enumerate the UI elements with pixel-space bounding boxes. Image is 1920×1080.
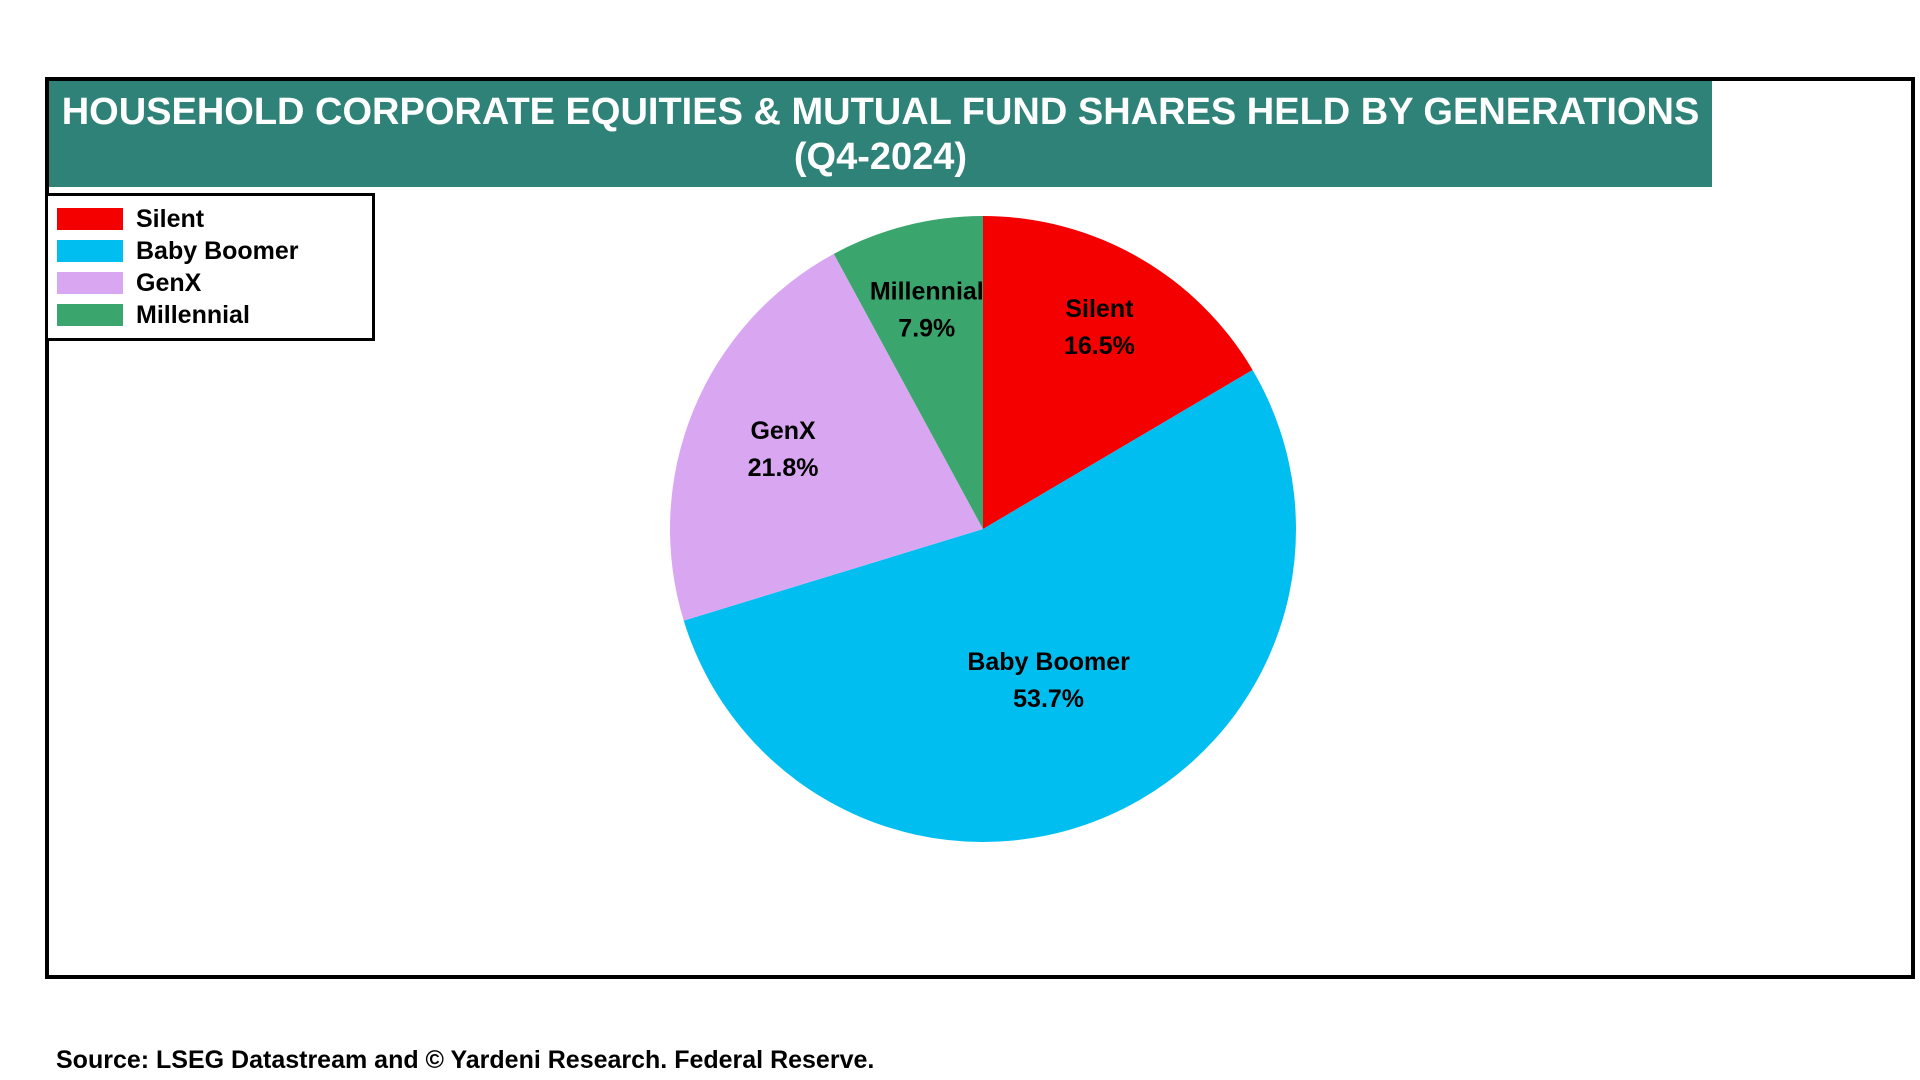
- slice-percent-label: 21.8%: [748, 454, 819, 482]
- pie-chart-area: Silent 16.5% Baby Boomer 53.7% GenX 21.8% Mill…: [670, 216, 1297, 842]
- legend-label-genx: GenX: [136, 268, 202, 297]
- slice-name-label: Baby Boomer: [967, 648, 1130, 676]
- pie-slice-baby-boomer: [683, 369, 1297, 842]
- legend-item-silent: Silent: [48, 203, 372, 235]
- chart-frame: HOUSEHOLD CORPORATE EQUITIES & MUTUAL FU…: [45, 77, 1915, 979]
- pie-slice-millennial: [833, 216, 983, 529]
- legend-swatch-millennial: [57, 304, 123, 326]
- legend-item-baby-boomer: Baby Boomer: [48, 235, 372, 267]
- chart-title-line2: (Q4-2024): [793, 136, 968, 178]
- legend-swatch-baby-boomer: [57, 240, 123, 262]
- legend-swatch-silent: [57, 208, 123, 230]
- legend: Silent Baby Boomer GenX Millennial: [45, 193, 375, 341]
- slice-name-label: GenX: [750, 417, 816, 445]
- pie-chart: Silent 16.5% Baby Boomer 53.7% GenX 21.8% Mill…: [670, 216, 1297, 842]
- slice-percent-label: 53.7%: [1013, 685, 1084, 713]
- legend-label-baby-boomer: Baby Boomer: [136, 236, 299, 265]
- chart-title-line1: HOUSEHOLD CORPORATE EQUITIES & MUTUAL FU…: [61, 91, 1700, 133]
- slice-name-label: Millennial: [870, 278, 984, 306]
- legend-label-millennial: Millennial: [136, 300, 250, 329]
- legend-label-silent: Silent: [136, 204, 205, 233]
- slice-percent-label: 16.5%: [1064, 332, 1135, 360]
- chart-title-bar: HOUSEHOLD CORPORATE EQUITIES & MUTUAL FU…: [49, 81, 1712, 187]
- pie-slice-silent: [983, 216, 1253, 529]
- legend-item-millennial: Millennial: [48, 299, 372, 331]
- legend-item-genx: GenX: [48, 267, 372, 299]
- source-attribution: Source: LSEG Datastream and © Yardeni Re…: [56, 1046, 875, 1074]
- pie-slice-genx: [670, 253, 983, 621]
- legend-swatch-genx: [57, 272, 123, 294]
- slice-name-label: Silent: [1065, 295, 1134, 323]
- slice-percent-label: 7.9%: [898, 315, 955, 343]
